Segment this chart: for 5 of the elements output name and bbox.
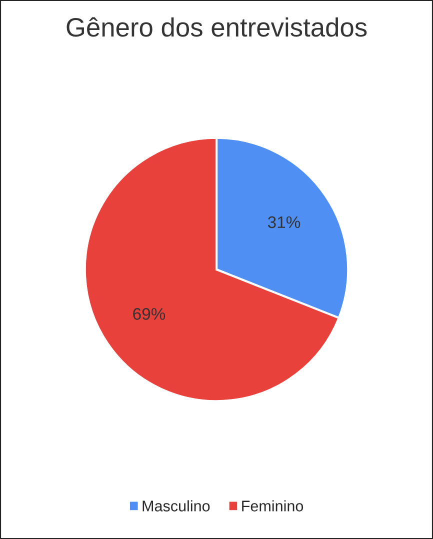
data-label: 31%	[268, 216, 300, 228]
legend-label: Masculino	[142, 500, 210, 512]
legend-label: Feminino	[242, 500, 304, 512]
data-label: 69%	[133, 308, 166, 320]
chart-title: Gênero dos entrevistados	[66, 17, 367, 37]
